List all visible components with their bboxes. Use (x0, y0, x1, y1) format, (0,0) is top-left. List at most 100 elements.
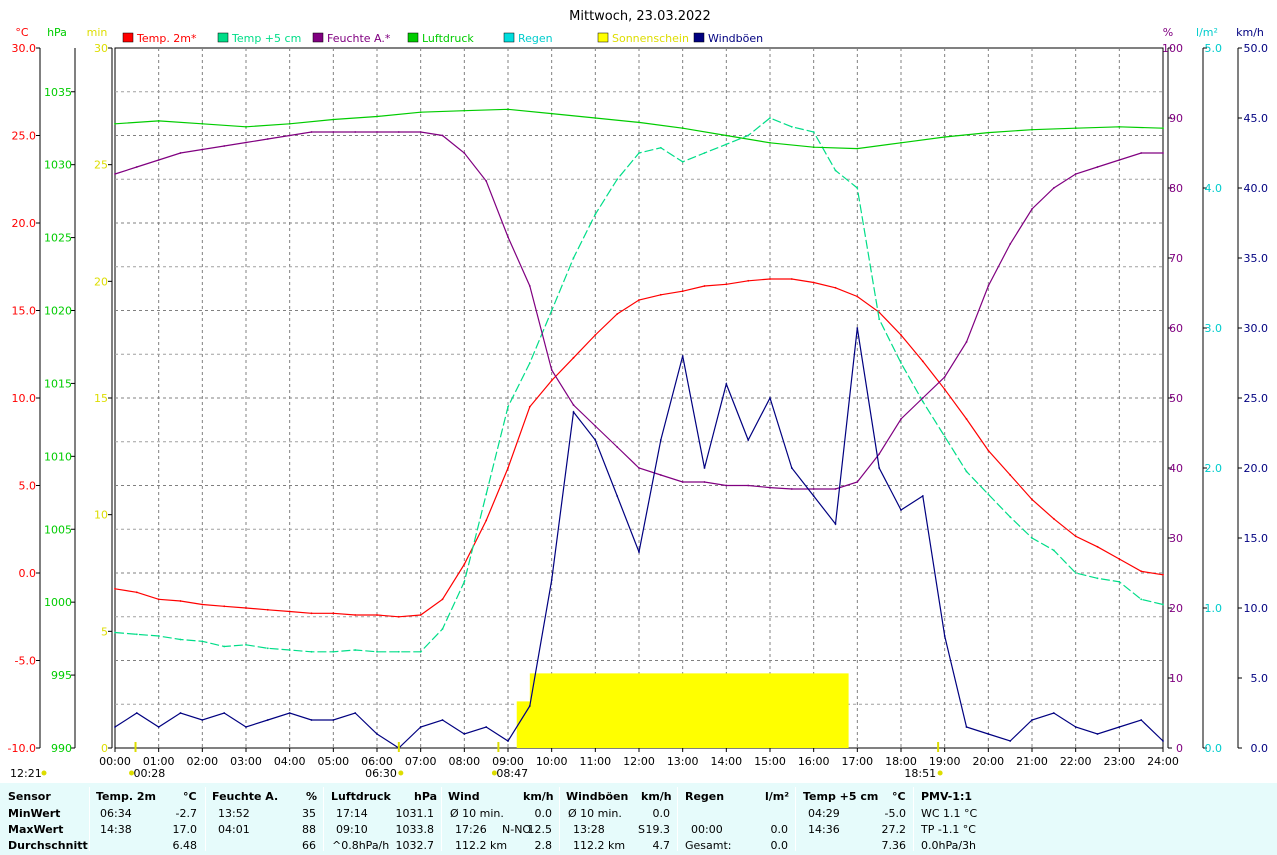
current-time-label: 12:21 (10, 767, 42, 780)
series-point (987, 493, 990, 496)
pmv-r1: WC 1.1 °C (921, 807, 978, 820)
series-point (201, 603, 204, 606)
series-point (463, 152, 466, 154)
time-marker-dot (398, 770, 404, 776)
rain-axis-unit: l/m² (1196, 26, 1218, 39)
series-point (812, 488, 815, 490)
series-point (463, 580, 466, 583)
legend-swatch (312, 32, 324, 43)
legend-swatch (503, 32, 515, 43)
series-point (354, 614, 357, 616)
x-tick-label: 02:00 (186, 755, 218, 768)
series-point (1031, 537, 1033, 539)
series-point (1118, 558, 1121, 560)
axes: °C -10.0 -5.0 0.0 5.0 10.0 15.0 20.0 25.0 30.0 hPa… (8, 26, 1268, 755)
series-point (638, 467, 640, 469)
series-point (419, 650, 422, 653)
row-label-avg: Durchschnitt (8, 839, 88, 852)
legend: Temp. 2m* Temp +5 cm Feuchte A.* Luftdruck R… (122, 32, 763, 45)
series-point (114, 587, 116, 590)
series-point (114, 173, 116, 175)
series-point (1074, 572, 1077, 574)
series-point (1140, 152, 1143, 154)
wind-r3-label: 112.2 km (455, 839, 508, 852)
temp5cm-title: Temp +5 cm (803, 790, 879, 803)
gusts-title: Windböen (566, 790, 629, 803)
hum-tick-label: 80 (1169, 182, 1183, 195)
press-max-time: 09:10 (336, 823, 368, 836)
series-point (987, 285, 990, 287)
series-point (725, 134, 728, 137)
temp-tick-label: 15.0 (12, 305, 37, 318)
series-point (223, 145, 226, 147)
series-point (157, 120, 160, 122)
sun-tick-label: 10 (94, 509, 108, 522)
series-point (288, 712, 291, 714)
wind-tick-label: 15.0 (1244, 532, 1269, 545)
x-tick-label: 07:00 (405, 755, 437, 768)
series-point (900, 509, 902, 511)
gusts-r3-value: 4.7 (652, 839, 671, 852)
legend-swatch (693, 32, 705, 43)
series-point (616, 446, 619, 448)
gusts-r3-label: 112.2 km (573, 839, 626, 852)
wind-tick-label: 40.0 (1244, 182, 1269, 195)
gusts-r2-value: 19.3 (645, 823, 671, 836)
series-point (747, 279, 750, 282)
temp5cm-max-time: 14:36 (808, 823, 840, 836)
series-point (528, 405, 531, 408)
hum-tick-label: 60 (1169, 322, 1183, 335)
series-point (310, 650, 313, 653)
hum-unit: % (306, 790, 318, 803)
series-point (1031, 498, 1033, 501)
series-point (135, 166, 138, 168)
press-tick-label: 1005 (44, 523, 72, 536)
x-tick-label: 20:00 (972, 755, 1004, 768)
temp-tick-label: 5.0 (19, 480, 37, 493)
series-point (266, 719, 269, 721)
series-point (441, 628, 444, 630)
series-point (1009, 243, 1012, 245)
legend-label: Windböen (708, 32, 763, 45)
wind-title: Wind (448, 790, 480, 803)
wind-axis-unit: km/h (1236, 26, 1264, 39)
x-tick-label: 08:00 (448, 755, 480, 768)
series-point (507, 405, 509, 408)
hum-tick-label: 100 (1162, 42, 1183, 55)
time-marker-label: 08:47 (496, 767, 528, 780)
series-point (834, 286, 837, 289)
hum-tick-label: 30 (1169, 532, 1183, 545)
row-label-sensor: Sensor (8, 790, 51, 803)
series-point (201, 640, 204, 643)
pmv-r3: 0.0hPa/3h (921, 839, 977, 852)
series-point (354, 712, 357, 714)
grid (114, 47, 1164, 749)
legend-swatch (407, 32, 419, 43)
series-point (921, 397, 924, 399)
series-point (725, 484, 728, 487)
series-point (288, 134, 291, 137)
series-point (834, 488, 837, 490)
series-point (943, 376, 946, 378)
wind-r2-label: 17:26 (455, 823, 487, 836)
sun-tick-label: 0 (101, 742, 108, 755)
series-point (659, 293, 662, 296)
temp-tick-label: 0.0 (19, 567, 37, 580)
pmv-title: PMV-1:1 (921, 790, 972, 803)
series-point (1031, 128, 1033, 131)
series-point (659, 474, 662, 476)
series-point (856, 187, 859, 189)
series-point (354, 131, 357, 133)
sunshine-area (516, 673, 849, 748)
temp2m-max: 17.0 (172, 823, 198, 836)
wind-r3-value: 2.8 (534, 839, 553, 852)
rain-r3-value: 0.0 (770, 839, 789, 852)
series-point (1162, 573, 1164, 576)
temp2m-title: Temp. 2m (96, 790, 156, 803)
series-point (485, 519, 488, 522)
temp-tick-label: -10.0 (8, 742, 36, 755)
series-point (594, 213, 597, 216)
series-point (245, 643, 247, 646)
series-point (245, 125, 247, 128)
series-point (332, 131, 335, 133)
